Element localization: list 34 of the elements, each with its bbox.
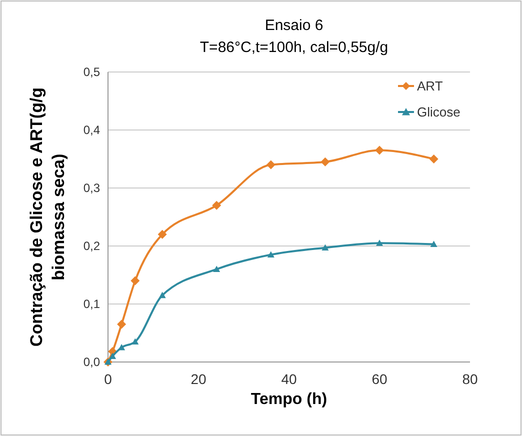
chart-subtitle: T=86°C,t=100h, cal=0,55g/g xyxy=(200,39,388,56)
chart-title: Ensaio 6 xyxy=(264,17,324,34)
point xyxy=(320,157,330,166)
point xyxy=(430,240,438,248)
legend-label: ART xyxy=(417,78,443,94)
y-axis-title: Contração de Glicose e ART(g/g biomassa seca) xyxy=(27,87,68,347)
point xyxy=(212,200,222,210)
point xyxy=(158,230,167,239)
y-tick-label: 0,1 xyxy=(83,297,100,312)
x-tick-label: 20 xyxy=(190,371,206,387)
point xyxy=(132,338,139,344)
point xyxy=(130,276,140,286)
y-tick-label: 0,0 xyxy=(83,355,100,370)
point xyxy=(267,251,274,258)
point xyxy=(322,244,329,251)
y-tick-label: 0,2 xyxy=(83,239,100,254)
point xyxy=(118,344,126,350)
x-tick-label: 0 xyxy=(104,371,112,387)
point xyxy=(109,352,116,359)
x-tick-label: 80 xyxy=(462,371,478,387)
legend-label: Glicose xyxy=(417,104,460,120)
x-tick-label: 40 xyxy=(281,371,297,387)
point xyxy=(266,160,276,170)
y-tick-label: 0,4 xyxy=(83,123,100,138)
point xyxy=(429,154,438,164)
y-tick-label: 0,5 xyxy=(83,65,100,80)
x-tick-label: 60 xyxy=(372,371,388,387)
point xyxy=(375,146,384,155)
point xyxy=(376,240,383,246)
y-tick-label: 0,3 xyxy=(83,181,100,196)
point xyxy=(158,292,166,298)
point xyxy=(117,320,126,329)
x-axis-title: Tempo (h) xyxy=(250,391,328,408)
point xyxy=(213,266,220,272)
